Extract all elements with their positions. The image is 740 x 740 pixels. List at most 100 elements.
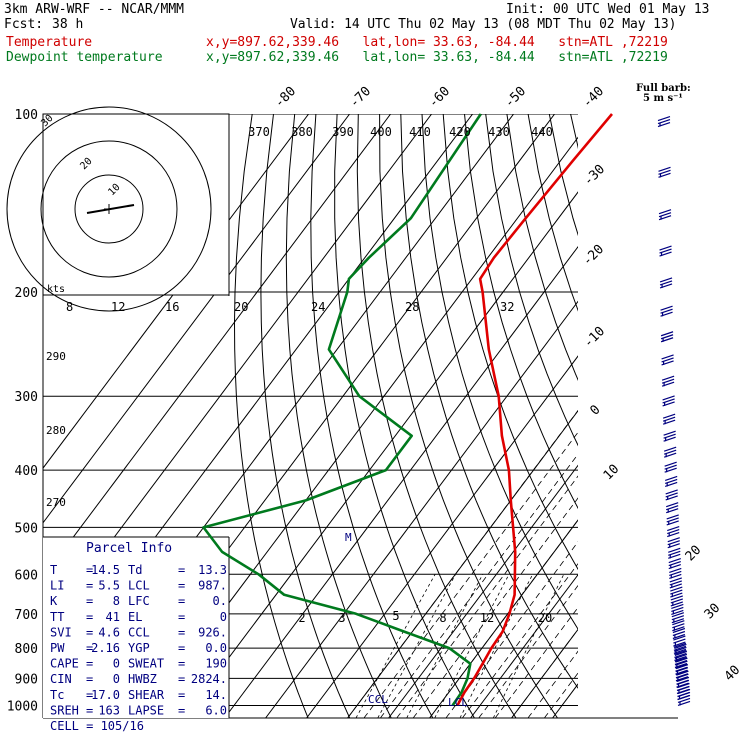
- isotherm-label: 20: [683, 543, 705, 565]
- barb-legend-line1: Full barb:: [636, 83, 691, 94]
- model-title: 3km ARW-WRF -- NCAR/MMM: [4, 2, 185, 17]
- isotherm-label: -50: [502, 84, 529, 111]
- parcel-left-value: 0: [113, 657, 120, 671]
- wind-barb: [668, 547, 681, 559]
- parcel-right-eq: =: [178, 610, 185, 624]
- dry-adiabat: [400, 114, 578, 718]
- isotherm-line: [429, 114, 578, 718]
- dry-adiabat: [698, 114, 740, 718]
- isotherm-label: -80: [272, 84, 299, 111]
- adiabat-label: 270: [46, 496, 66, 509]
- parcel-right-label: LFC: [128, 594, 150, 608]
- mixing-ratio-line: [406, 574, 484, 718]
- parcel-right-value: 0.0: [205, 641, 227, 655]
- mixing-ratio-line: [434, 574, 510, 718]
- dewpoint-legend: Dewpoint temperature: [6, 50, 163, 65]
- parcel-left-label: T: [50, 563, 57, 577]
- theta-label: 380: [291, 125, 313, 139]
- wind-barb: [658, 209, 672, 221]
- dry-adiabat: [310, 114, 434, 718]
- parcel-right-value: 987.: [198, 579, 227, 593]
- pressure-tick-label: 500: [15, 521, 38, 536]
- wind-barb: [660, 305, 673, 317]
- isotherm-line: [183, 114, 578, 718]
- parcel-left-value: 0: [113, 672, 120, 686]
- wind-barb: [663, 430, 676, 442]
- isotherm-line: [470, 114, 578, 718]
- dry-adiabat: [677, 114, 740, 718]
- dry-adiabat: [356, 114, 517, 718]
- parcel-left-label: SREH: [50, 703, 79, 717]
- dry-adiabat: [719, 114, 740, 718]
- speed-tick-label: 20: [234, 300, 248, 314]
- pressure-tick-label: 900: [15, 672, 38, 687]
- wind-barb: [668, 558, 681, 570]
- parcel-right-value: 0.: [213, 594, 227, 608]
- wind-barb: [671, 612, 685, 624]
- isotherm-label: -20: [580, 242, 607, 269]
- parcel-left-eq: =: [86, 625, 93, 639]
- pressure-tick-label: 800: [15, 642, 38, 657]
- parcel-right-value: 926.: [198, 625, 227, 639]
- wind-barb: [661, 375, 675, 387]
- valid-time: Valid: 14 UTC Thu 02 May 13 (08 MDT Thu …: [290, 17, 677, 32]
- moist-adiabat: [347, 291, 578, 718]
- isotherm-line: [306, 114, 578, 718]
- moist-adiabat: [462, 291, 578, 718]
- hodograph-box: [42, 113, 230, 296]
- parcel-right-label: SHEAR: [128, 688, 165, 702]
- wind-barb: [669, 567, 682, 580]
- marker-lcl: LCL: [448, 696, 468, 709]
- isotherm-line: [388, 114, 578, 718]
- temperature-profile: [456, 113, 613, 707]
- speed-tick-label: 8: [66, 300, 73, 314]
- isotherm-label: 30: [702, 601, 724, 623]
- isotherm-label: 10: [601, 462, 623, 484]
- isotherm-line: [43, 114, 310, 718]
- parcel-left-label: CAPE: [50, 657, 79, 671]
- parcel-left-label: SVI: [50, 625, 72, 639]
- isotherm-label: -40: [580, 84, 607, 111]
- wind-barb: [660, 331, 674, 343]
- dry-adiabat: [421, 114, 578, 718]
- parcel-right-value: 190: [205, 657, 227, 671]
- speed-tick-label: 12: [111, 300, 125, 314]
- storm-motion-vector: [86, 204, 135, 214]
- wind-barb: [667, 537, 680, 549]
- wind-barb: [663, 446, 677, 458]
- parcel-left-label: PW: [50, 641, 65, 655]
- mixing-ratio-label: 3: [338, 611, 345, 625]
- wind-barb: [666, 514, 679, 526]
- dry-adiabat: [260, 114, 351, 718]
- init-time: Init: 00 UTC Wed 01 May 13: [506, 2, 710, 17]
- parcel-right-label: EL: [128, 610, 142, 624]
- marker-ccl: CCL: [368, 693, 388, 706]
- dry-adiabat: [464, 114, 578, 718]
- parcel-left-eq: =: [86, 579, 93, 593]
- wind-barb: [674, 643, 687, 662]
- adiabat-label: 290: [46, 350, 66, 363]
- parcel-right-eq: =: [178, 703, 185, 717]
- isotherm-line: [552, 114, 578, 718]
- speed-tick-label: 32: [500, 300, 514, 314]
- dry-adiabat: [485, 114, 578, 718]
- dry-adiabat: [285, 114, 392, 718]
- wind-barb: [657, 115, 671, 128]
- theta-label: 430: [488, 125, 510, 139]
- parcel-left-value: 4.6: [98, 625, 120, 639]
- wind-barb: [674, 650, 688, 668]
- forecast-hour: 38 h: [52, 17, 84, 32]
- dry-adiabat: [233, 114, 309, 718]
- pressure-tick-label: 100: [15, 108, 38, 123]
- theta-label: 420: [449, 125, 471, 139]
- dry-adiabat: [527, 114, 578, 718]
- parcel-info-box: [43, 537, 229, 718]
- parcel-left-label: Tc: [50, 688, 64, 702]
- wind-barb: [675, 657, 688, 675]
- parcel-right-eq: =: [178, 563, 185, 577]
- hodograph-ring: [74, 174, 144, 244]
- mixing-ratio-line: [377, 574, 456, 718]
- mixing-ratio-label: 5: [392, 609, 399, 623]
- dry-adiabat: [592, 114, 740, 718]
- parcel-right-label: YGP: [128, 641, 150, 655]
